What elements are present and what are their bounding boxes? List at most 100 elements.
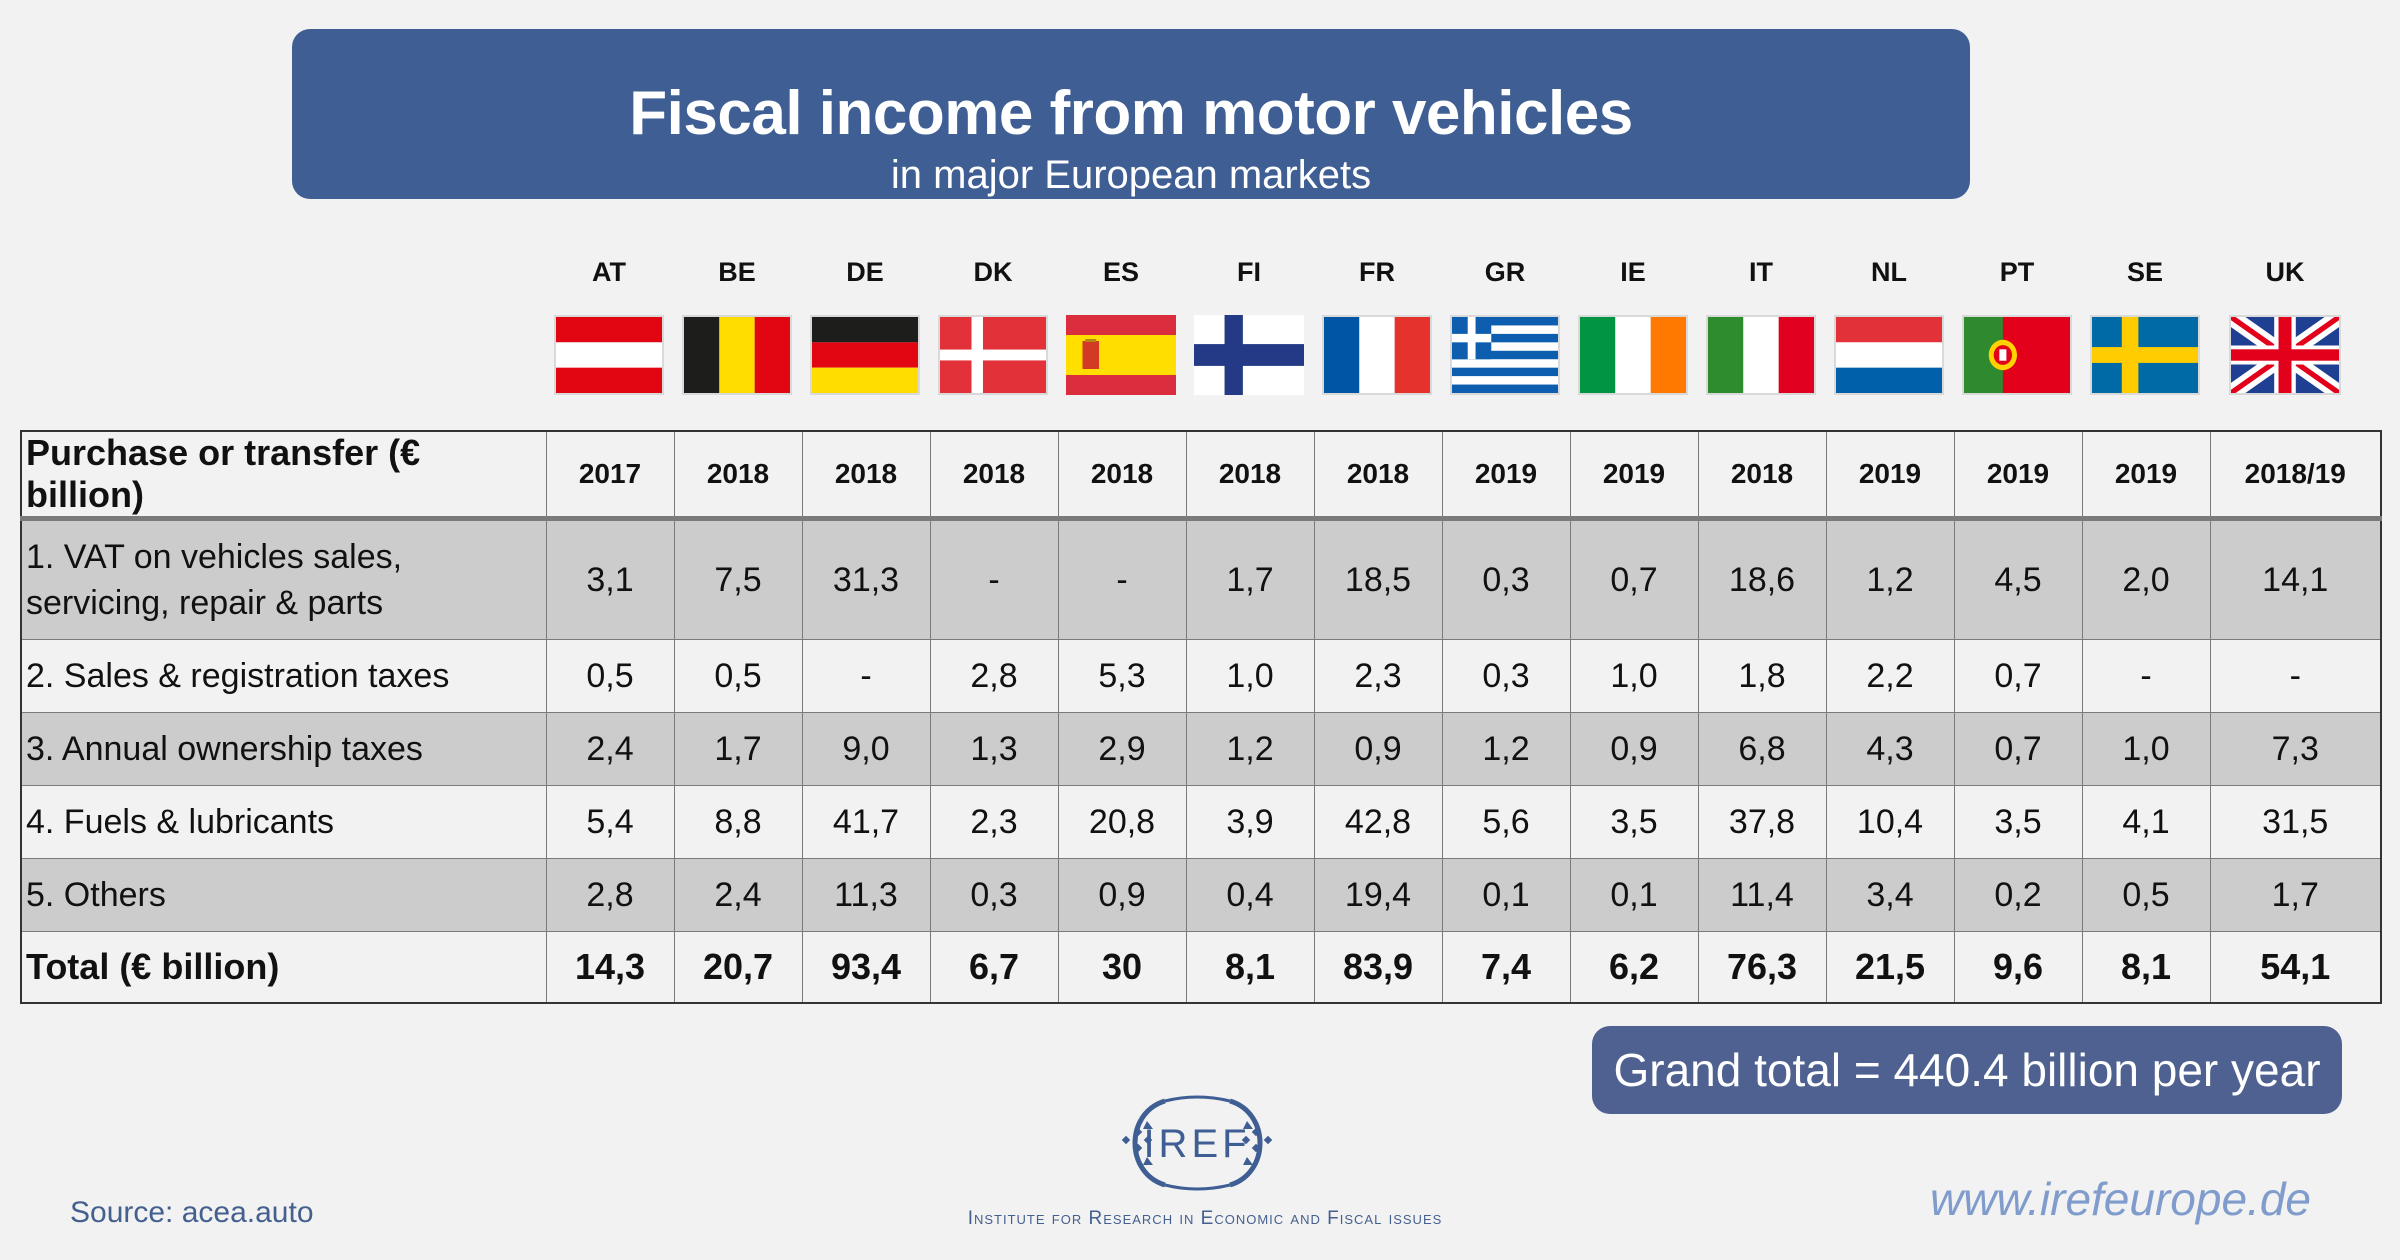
table-cell: - — [801, 639, 931, 713]
greece-flag-icon — [1450, 315, 1560, 395]
table-cell: 41,7 — [801, 785, 931, 859]
grand-total-badge: Grand total = 440.4 billion per year — [1592, 1026, 2342, 1114]
total-cell: 76,3 — [1697, 931, 1827, 1004]
table-cell: 10,4 — [1825, 785, 1955, 859]
table-cell: 18,5 — [1313, 518, 1443, 640]
total-cell: 9,6 — [1953, 931, 2083, 1004]
table-cell: 0,5 — [2081, 858, 2211, 932]
italy-flag-icon — [1706, 315, 1816, 395]
country-code: UK — [2265, 257, 2305, 287]
country-uk: UK — [2221, 255, 2349, 405]
logo-text: IREF — [1143, 1122, 1250, 1166]
table-cell: 3,4 — [1825, 858, 1955, 932]
country-pt: PT — [1953, 255, 2081, 405]
table-cell: 4,3 — [1825, 712, 1955, 786]
country-code: NL — [1871, 257, 1907, 287]
total-cell: 93,4 — [801, 931, 931, 1004]
row-label-line: 1. VAT on vehicles sales, — [26, 538, 403, 576]
row-label-line: servicing, repair & parts — [26, 584, 384, 622]
finland-flag-icon — [1194, 315, 1304, 395]
year-header: 2019 — [1825, 430, 1955, 521]
denmark-flag-icon — [938, 315, 1048, 395]
total-cell: 6,7 — [929, 931, 1059, 1004]
table-cell: 1,0 — [1569, 639, 1699, 713]
table-row-sales-registration: 2. Sales & registration taxes 0,5 0,5 - … — [20, 639, 2382, 713]
table-cell: 2,8 — [929, 639, 1059, 713]
country-code: IE — [1620, 257, 1646, 287]
total-cell: 30 — [1057, 931, 1187, 1004]
total-cell: 83,9 — [1313, 931, 1443, 1004]
country-it: IT — [1697, 255, 1825, 405]
year-header: 2019 — [2081, 430, 2211, 521]
title-banner: Fiscal income from motor vehicles in maj… — [292, 29, 1970, 199]
total-cell: 20,7 — [673, 931, 803, 1004]
table-cell: 4,5 — [1953, 518, 2083, 640]
table-cell: 9,0 — [801, 712, 931, 786]
table-cell: 5,3 — [1057, 639, 1187, 713]
table-cell: 0,5 — [545, 639, 675, 713]
table-cell: 5,4 — [545, 785, 675, 859]
total-cell: 6,2 — [1569, 931, 1699, 1004]
france-flag-icon — [1322, 315, 1432, 395]
table-cell: 1,2 — [1185, 712, 1315, 786]
table-cell: 7,5 — [673, 518, 803, 640]
table-cell: 1,7 — [673, 712, 803, 786]
country-code: AT — [592, 257, 626, 287]
table-cell: 6,8 — [1697, 712, 1827, 786]
year-header: 2018 — [1057, 430, 1187, 521]
table-cell: 20,8 — [1057, 785, 1187, 859]
page-subtitle: in major European markets — [890, 153, 1372, 197]
fiscal-income-table: Purchase or transfer (€ billion) 2017 20… — [20, 430, 2382, 1004]
table-cell: 7,3 — [2209, 712, 2382, 786]
table-cell: 1,8 — [1697, 639, 1827, 713]
country-code: SE — [2126, 257, 2164, 287]
table-cell: 31,5 — [2209, 785, 2382, 859]
country-fi: FI — [1185, 255, 1313, 405]
country-code: IT — [1749, 257, 1773, 287]
ireland-flag-icon — [1578, 315, 1688, 395]
country-gr: GR — [1441, 255, 1569, 405]
table-cell: 1,0 — [1185, 639, 1315, 713]
year-header: 2018 — [1313, 430, 1443, 521]
country-code: ES — [1102, 257, 1140, 287]
website-link[interactable]: www.irefeurope.de — [1930, 1173, 2311, 1225]
table-cell: - — [929, 518, 1059, 640]
iref-logo: IREF — [1105, 1093, 1290, 1193]
total-cell: 21,5 — [1825, 931, 1955, 1004]
country-es: ES — [1057, 255, 1185, 405]
total-cell: 14,3 — [545, 931, 675, 1004]
table-row-fuels: 4. Fuels & lubricants 5,4 8,8 41,7 2,3 2… — [20, 785, 2382, 859]
austria-flag-icon — [554, 315, 664, 395]
portugal-flag-icon — [1962, 315, 2072, 395]
table-cell: 1,3 — [929, 712, 1059, 786]
country-header: AT BE DE DK ES FI FR — [545, 255, 2380, 405]
table-cell: 0,9 — [1569, 712, 1699, 786]
year-header: 2017 — [545, 430, 675, 521]
total-cell: 7,4 — [1441, 931, 1571, 1004]
total-cell: 54,1 — [2209, 931, 2382, 1004]
table-cell: 18,6 — [1697, 518, 1827, 640]
year-header: 2018 — [1185, 430, 1315, 521]
table-row-total: Total (€ billion) 14,3 20,7 93,4 6,7 30 … — [20, 931, 2382, 1004]
table-cell: 1,2 — [1441, 712, 1571, 786]
table-cell: 3,9 — [1185, 785, 1315, 859]
country-ie: IE — [1569, 255, 1697, 405]
year-header: 2018/19 — [2209, 430, 2382, 521]
sweden-flag-icon — [2090, 315, 2200, 395]
year-header: 2018 — [673, 430, 803, 521]
table-cell: 4,1 — [2081, 785, 2211, 859]
spain-flag-icon — [1066, 315, 1176, 395]
table-cell: 0,7 — [1569, 518, 1699, 640]
table-cell: 0,9 — [1057, 858, 1187, 932]
table-cell: 3,5 — [1569, 785, 1699, 859]
table-cell: 0,3 — [1441, 639, 1571, 713]
institute-name: Institute for Research in Economic and F… — [967, 1208, 1443, 1229]
table-cell: 0,7 — [1953, 639, 2083, 713]
row-label: 4. Fuels & lubricants — [20, 785, 547, 859]
table-cell: 1,7 — [2209, 858, 2382, 932]
country-be: BE — [673, 255, 801, 405]
table-cell: 2,4 — [545, 712, 675, 786]
table-cell: 31,3 — [801, 518, 931, 640]
total-cell: 8,1 — [1185, 931, 1315, 1004]
country-se: SE — [2081, 255, 2209, 405]
